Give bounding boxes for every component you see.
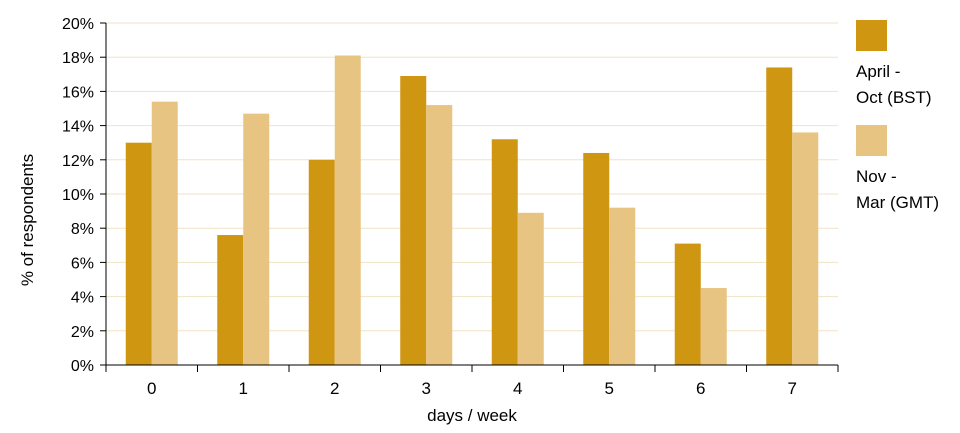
bar-series-1-0 xyxy=(151,101,178,365)
legend-item-april-oct: April - Oct (BST) xyxy=(856,20,960,111)
axes: 0% 2% 4% 6% 8% 10% 12% 14% 16% 18% 20% 0 1 2 3 4 5 6 7 xyxy=(62,16,839,398)
x-tick-label: 6 xyxy=(696,379,705,398)
bar-series-1-2 xyxy=(334,55,361,366)
y-tick-label: 12% xyxy=(62,153,94,170)
bar-series-1-7 xyxy=(792,132,819,365)
bar-series-1-6 xyxy=(700,288,727,365)
bar-series-0-0 xyxy=(125,142,152,365)
bar-series-0-3 xyxy=(400,76,427,365)
y-tick-label: 0% xyxy=(71,358,94,375)
y-tick-label: 2% xyxy=(71,324,94,341)
legend-label-april-oct: April - Oct (BST) xyxy=(856,62,932,107)
x-tick-label: 2 xyxy=(330,379,339,398)
y-axis-title: % of respondents xyxy=(18,154,37,286)
x-tick-label: 7 xyxy=(788,379,797,398)
bar-series-1-3 xyxy=(426,105,453,365)
bar-series-1-1 xyxy=(243,113,270,365)
bar-series-0-1 xyxy=(217,235,244,365)
bar-series-0-7 xyxy=(766,67,793,366)
y-tick-label: 8% xyxy=(71,221,94,238)
x-tick-label: 4 xyxy=(513,379,522,398)
bar-series-1-4 xyxy=(517,212,544,365)
legend-swatch-april-oct xyxy=(856,20,887,51)
x-tick-label: 3 xyxy=(422,379,431,398)
y-tick-label: 20% xyxy=(62,16,94,33)
y-tick-label: 16% xyxy=(62,84,94,101)
y-tick-label: 18% xyxy=(62,50,94,67)
legend-item-nov-mar: Nov - Mar (GMT) xyxy=(856,125,960,216)
y-tick-label: 6% xyxy=(71,255,94,272)
bar-series-0-2 xyxy=(308,159,335,365)
legend: April - Oct (BST) Nov - Mar (GMT) xyxy=(856,20,960,216)
x-tick-label: 5 xyxy=(605,379,614,398)
gridlines xyxy=(106,22,838,332)
bar-series-0-4 xyxy=(491,139,518,365)
axis-labels: days / week % of respondents xyxy=(18,154,517,425)
x-axis-title: days / week xyxy=(427,406,517,425)
legend-swatch-nov-mar xyxy=(856,125,887,156)
bar-series-1-5 xyxy=(609,207,636,365)
y-tick-label: 10% xyxy=(62,187,94,204)
bar-series-0-6 xyxy=(674,243,701,365)
y-tick-label: 14% xyxy=(62,119,94,136)
bars xyxy=(125,55,819,366)
y-tick-label: 4% xyxy=(71,290,94,307)
bar-series-0-5 xyxy=(583,152,610,365)
x-tick-label: 1 xyxy=(239,379,248,398)
x-tick-label: 0 xyxy=(147,379,156,398)
legend-label-nov-mar: Nov - Mar (GMT) xyxy=(856,167,940,212)
